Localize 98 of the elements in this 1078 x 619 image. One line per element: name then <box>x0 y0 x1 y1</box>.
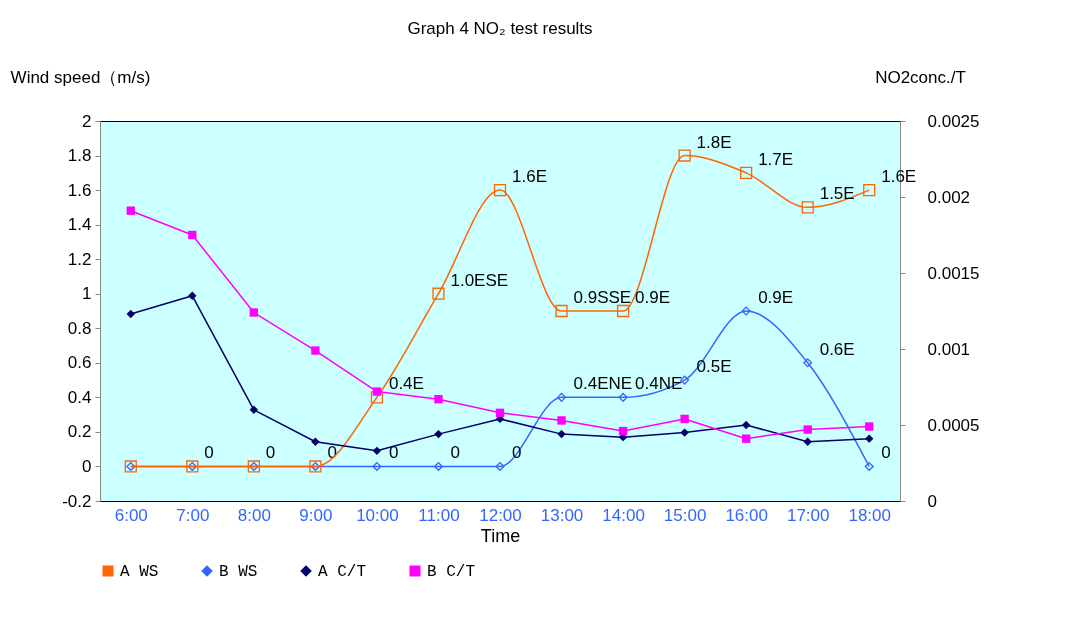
data-label: 1.8E <box>696 132 732 152</box>
point <box>557 392 567 402</box>
point <box>434 429 443 439</box>
y-tick-label: -0.2 <box>62 491 92 511</box>
point <box>864 461 874 471</box>
data-label: 0.6E <box>819 339 855 359</box>
x-tick-label: 15:00 <box>663 505 707 525</box>
x-tick-label: 8:00 <box>237 505 271 525</box>
point <box>618 426 628 436</box>
point <box>865 434 874 443</box>
point <box>678 149 691 162</box>
point <box>803 437 812 446</box>
data-label: 0 <box>881 443 891 463</box>
point <box>557 416 566 425</box>
data-label: 0.5E <box>696 357 732 377</box>
y-tick-label: 1.2 <box>67 249 92 269</box>
data-label: 0 <box>265 443 276 463</box>
x-tick-label: 16:00 <box>725 505 768 525</box>
point <box>741 434 751 443</box>
legend-label: B WS <box>219 563 258 581</box>
x-tick-label: 18:00 <box>848 505 891 525</box>
legend-label: A C/T <box>318 563 367 581</box>
x-tick-label: 11:00 <box>418 505 460 525</box>
data-label: 0.4ENE <box>573 374 633 394</box>
data-label: 1.6E <box>512 167 547 187</box>
point <box>680 428 689 437</box>
y2-tick-label: 0.0025 <box>927 111 980 131</box>
legend-label: B C/T <box>427 563 476 581</box>
point <box>865 422 874 431</box>
y-tick-label: 0 <box>82 456 92 476</box>
data-label: 0.9SSE <box>573 288 632 307</box>
point <box>863 183 876 197</box>
y-tick-label: 0.2 <box>67 422 92 442</box>
point <box>370 391 384 404</box>
data-label: 1.7E <box>758 149 794 169</box>
x-tick-label: 13:00 <box>540 505 584 525</box>
y2-tick-label: 0 <box>927 491 937 511</box>
point <box>801 201 814 214</box>
y-tick-label: 0.4 <box>67 387 92 407</box>
point <box>680 414 689 424</box>
point <box>311 346 320 355</box>
data-label: 1.6E <box>881 167 917 187</box>
point <box>372 446 382 456</box>
point <box>555 304 568 318</box>
point <box>741 306 751 316</box>
point <box>616 304 630 318</box>
data-label: 0.4NE <box>635 374 683 394</box>
y2-tick-label: 0.002 <box>927 187 971 207</box>
point <box>188 291 197 300</box>
data-label: 0.4E <box>388 374 424 394</box>
data-label: 0.9E <box>635 288 671 307</box>
x-tick-label: 12:00 <box>479 505 522 525</box>
x-tick-label: 10:00 <box>356 505 399 525</box>
y-tick-label: 1.8 <box>67 146 92 166</box>
data-label: 0 <box>450 443 460 463</box>
y-axis-title: Wind speed（m/s) <box>10 67 151 87</box>
point <box>495 408 505 418</box>
x-axis-title: Time <box>480 525 521 546</box>
x-tick-label: 7:00 <box>176 505 210 525</box>
point <box>433 461 443 471</box>
point <box>495 461 505 471</box>
point <box>432 287 445 300</box>
point <box>740 166 753 179</box>
point <box>803 358 813 368</box>
point <box>372 387 382 396</box>
y-tick-label: 1 <box>82 284 92 304</box>
x-tick-label: 14:00 <box>602 505 645 525</box>
chart-title: Graph 4 NO₂ test results <box>407 19 593 38</box>
data-label: 0 <box>204 443 214 463</box>
point <box>434 394 443 404</box>
x-tick-label: 9:00 <box>299 505 333 525</box>
y-tick-label: 1.4 <box>67 215 92 235</box>
y2-tick-label: 0.001 <box>927 339 971 359</box>
y-tick-label: 1.6 <box>67 180 92 200</box>
point <box>126 206 135 215</box>
y-tick-label: 0.6 <box>67 353 92 373</box>
x-tick-label: 6:00 <box>114 505 148 525</box>
data-label: 1.5E <box>819 184 855 204</box>
legend-label: A WS <box>120 563 159 581</box>
y2-axis-title: NO2conc./T <box>875 67 966 87</box>
y2-tick-label: 0.0005 <box>927 415 980 435</box>
point <box>803 425 812 434</box>
point <box>493 183 507 197</box>
point <box>188 230 197 240</box>
y-tick-label: 0.8 <box>67 318 92 338</box>
point <box>557 429 566 439</box>
y-tick-label: 2 <box>82 111 92 131</box>
y2-tick-label: 0.0015 <box>927 263 980 283</box>
point <box>618 392 628 402</box>
point <box>372 461 382 471</box>
point <box>741 420 751 430</box>
x-tick-label: 17:00 <box>786 505 830 525</box>
data-label: 0.9E <box>758 288 794 307</box>
point <box>249 308 259 317</box>
point <box>249 405 259 414</box>
point <box>126 309 135 319</box>
data-label: 1.0ESE <box>450 270 509 290</box>
point <box>311 437 320 446</box>
